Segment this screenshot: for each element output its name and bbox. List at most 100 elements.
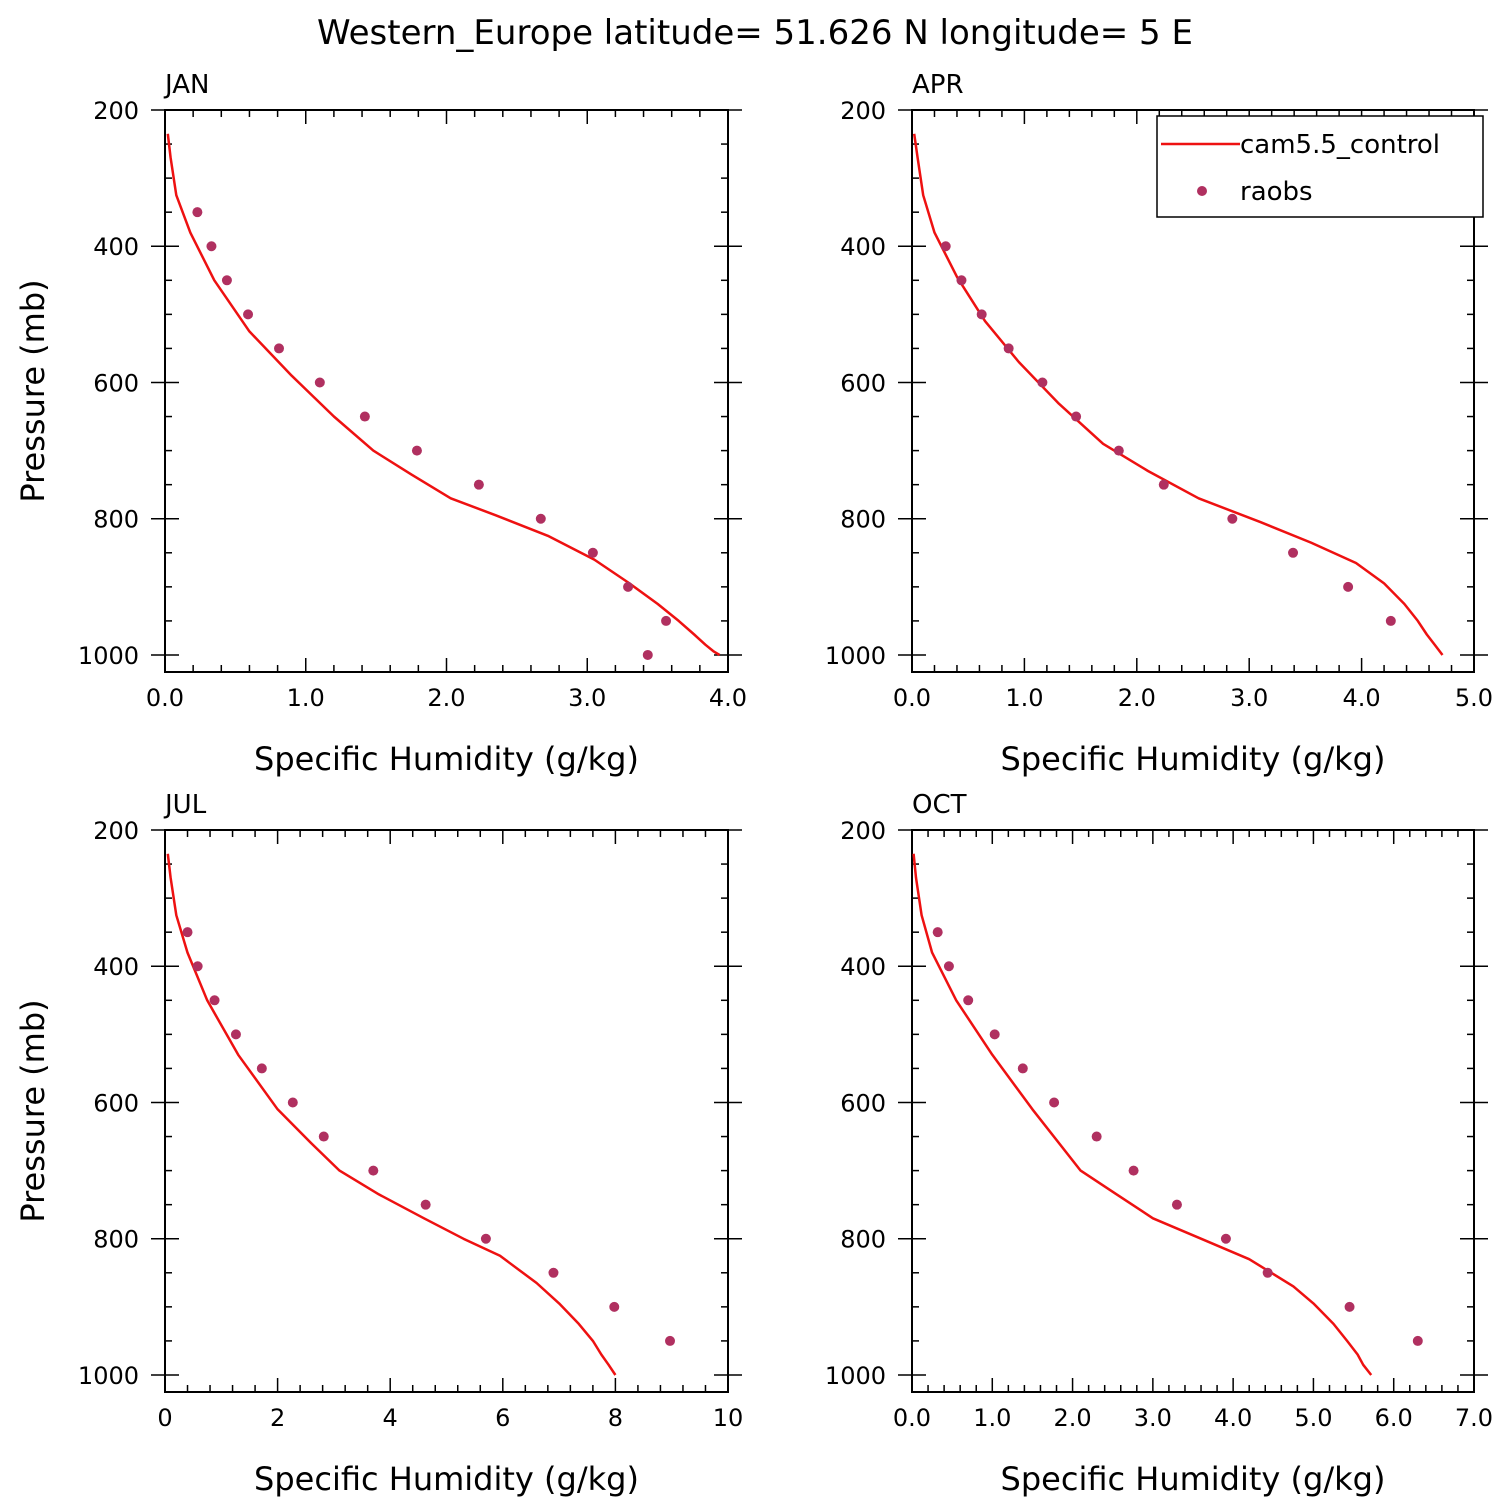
x-tick-label: 3.0 [1230, 684, 1268, 712]
x-tick-label: 4.0 [1343, 684, 1381, 712]
obs-point [1037, 377, 1048, 388]
obs-point [548, 1267, 559, 1278]
plot-frame [911, 109, 1475, 673]
panels-group: 0.0 1.0 2.0 3.0 4.0 200 400 600 800 1000 JAN Specif… [14, 70, 1493, 1498]
obs-point [1385, 615, 1396, 626]
y-tick-label: 200 [840, 817, 886, 845]
series-line-model [912, 133, 1444, 656]
plot-frame [911, 829, 1475, 1393]
x-axis-label: Specific Humidity (g/kg) [254, 1460, 639, 1498]
obs-point [209, 995, 220, 1006]
y-tick-label: 1000 [825, 642, 886, 670]
x-axis-label: Specific Humidity (g/kg) [1001, 1460, 1386, 1498]
obs-point [623, 581, 634, 592]
y-axis-label: Pressure (mb) [14, 999, 52, 1222]
x-tick-label: 3.0 [568, 684, 606, 712]
figure-title: Western_Europe latitude= 51.626 N longit… [317, 13, 1193, 53]
y-tick-label: 1000 [78, 1362, 139, 1390]
obs-point [989, 1029, 1000, 1040]
legend-obs-swatch [1197, 186, 1207, 196]
x-tick-label: 0 [157, 1404, 172, 1432]
x-tick-label: 4 [383, 1404, 398, 1432]
obs-point [1343, 581, 1354, 592]
panel-jul: 0 2 4 6 8 10 200 400 600 800 1000 JUL Specific Humid… [14, 790, 743, 1498]
x-tick-label: 2.0 [1053, 1404, 1091, 1432]
obs-point [230, 1029, 241, 1040]
obs-point [1113, 445, 1124, 456]
obs-point [314, 377, 325, 388]
obs-point [192, 961, 203, 972]
obs-point [1158, 479, 1169, 490]
panel-label: JUL [163, 790, 207, 820]
obs-point [206, 241, 217, 252]
y-tick-label: 600 [93, 1089, 139, 1117]
x-axis-label: Specific Humidity (g/kg) [1001, 740, 1386, 778]
obs-point [1003, 343, 1014, 354]
x-tick-label: 1.0 [1005, 684, 1043, 712]
y-tick-label: 600 [93, 369, 139, 397]
obs-point [1017, 1063, 1028, 1074]
obs-point [1288, 547, 1299, 558]
obs-point [943, 961, 954, 972]
obs-point [287, 1097, 298, 1108]
obs-point [1344, 1301, 1355, 1312]
obs-point [661, 615, 672, 626]
y-tick-label: 1000 [825, 1362, 886, 1390]
obs-point [256, 1063, 267, 1074]
x-tick-label: 4.0 [1214, 1404, 1252, 1432]
y-tick-label: 400 [93, 953, 139, 981]
obs-point [420, 1199, 431, 1210]
panel-apr: 0.0 1.0 2.0 3.0 4.0 5.0 200 400 600 800 1000 APR Spe… [825, 70, 1493, 778]
obs-point [1227, 513, 1238, 524]
x-tick-label: 10 [713, 1404, 744, 1432]
obs-point [1262, 1267, 1273, 1278]
series-line-model [912, 853, 1373, 1376]
obs-point [243, 309, 254, 320]
x-tick-label: 6 [495, 1404, 510, 1432]
y-tick-label: 800 [93, 506, 139, 534]
legend: cam5.5_control raobs [1156, 115, 1484, 218]
obs-point [473, 479, 484, 490]
x-tick-label: 8 [608, 1404, 623, 1432]
series-line-model [166, 853, 617, 1376]
x-tick-label: 2.0 [1118, 684, 1156, 712]
y-tick-label: 800 [93, 1226, 139, 1254]
x-tick-label: 5.0 [1294, 1404, 1332, 1432]
obs-point [1171, 1199, 1182, 1210]
y-tick-label: 200 [93, 97, 139, 125]
obs-point [368, 1165, 379, 1176]
y-tick-label: 400 [840, 953, 886, 981]
obs-point [1220, 1233, 1231, 1244]
x-tick-label: 0.0 [893, 1404, 931, 1432]
x-tick-label: 4.0 [709, 684, 747, 712]
plot-frame [164, 829, 729, 1393]
x-tick-label: 7.0 [1455, 1404, 1493, 1432]
obs-point [1128, 1165, 1139, 1176]
y-tick-label: 800 [840, 506, 886, 534]
obs-point [587, 547, 598, 558]
y-tick-label: 800 [840, 1226, 886, 1254]
legend-obs-label: raobs [1240, 177, 1313, 207]
obs-point [1071, 411, 1082, 422]
obs-point [535, 513, 546, 524]
x-tick-label: 5.0 [1455, 684, 1493, 712]
plot-frame [164, 109, 729, 673]
panel-oct: 0.0 1.0 2.0 3.0 4.0 5.0 6.0 7.0 200 400 600 800 1000… [825, 790, 1493, 1498]
obs-point [274, 343, 285, 354]
obs-point [932, 927, 943, 938]
obs-point [1049, 1097, 1060, 1108]
obs-point [192, 207, 203, 218]
y-tick-label: 1000 [78, 642, 139, 670]
obs-point [963, 995, 974, 1006]
x-tick-label: 2.0 [427, 684, 465, 712]
y-tick-label: 400 [840, 233, 886, 261]
obs-point [411, 445, 422, 456]
legend-model-label: cam5.5_control [1240, 130, 1440, 160]
panel-label: APR [912, 70, 964, 100]
obs-point [642, 649, 653, 660]
obs-point [940, 241, 951, 252]
panel-jan: 0.0 1.0 2.0 3.0 4.0 200 400 600 800 1000 JAN Specif… [14, 70, 747, 778]
panel-label: JAN [163, 70, 209, 100]
obs-point [359, 411, 370, 422]
